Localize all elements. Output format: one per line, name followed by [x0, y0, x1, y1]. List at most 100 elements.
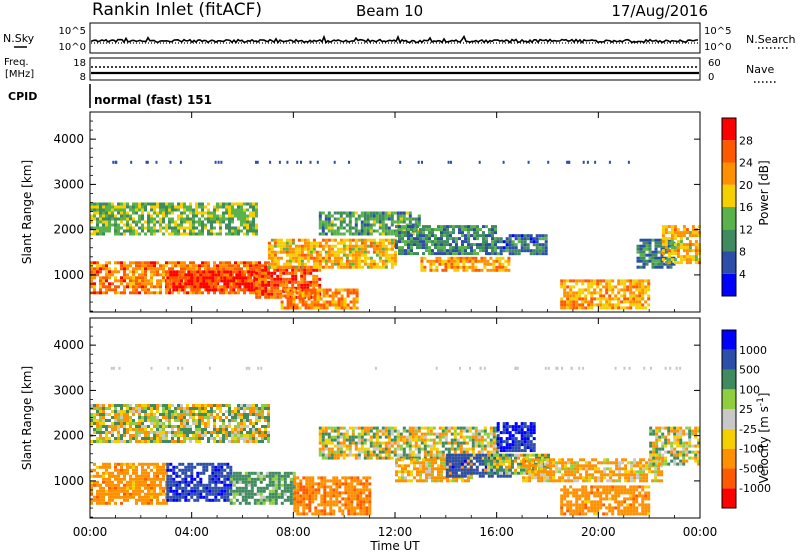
heat-cell: [368, 476, 372, 480]
heat-cell: [96, 422, 99, 425]
heat-cell: [311, 485, 315, 489]
heat-cell: [532, 249, 536, 253]
heat-cell: [308, 503, 312, 507]
heat-cell: [327, 250, 331, 254]
heat-cell: [138, 495, 141, 499]
heat-cell: [264, 431, 267, 434]
heat-cell: [566, 291, 570, 295]
heat-cell: [138, 407, 141, 410]
heat-cell: [268, 501, 272, 505]
heat-cell: [676, 228, 680, 232]
heat-cell: [348, 217, 352, 221]
heat-cell: [488, 243, 491, 247]
heat-cell: [411, 223, 415, 227]
heat-cell: [162, 434, 165, 437]
heat-cell: [340, 297, 344, 301]
heat-cell: [378, 250, 382, 254]
heat-cell: [626, 288, 630, 292]
heat-cell: [117, 440, 120, 443]
heat-cell: [111, 495, 114, 499]
heat-cell: [458, 231, 461, 235]
heat-cell: [408, 441, 412, 445]
heat-cell: [476, 252, 479, 256]
heat-cell: [398, 252, 401, 256]
heat-cell: [99, 288, 102, 292]
heat-cell: [132, 477, 135, 481]
heat-cell: [324, 244, 328, 248]
heat-cell: [408, 214, 412, 218]
heat-cell: [240, 220, 243, 224]
heat-cell: [336, 262, 340, 266]
heat-cell: [300, 253, 304, 257]
heat-cell: [345, 447, 349, 451]
heat-cell: [395, 234, 398, 238]
heat-cell: [523, 240, 527, 244]
heat-cell: [132, 495, 135, 499]
heat-cell: [303, 280, 307, 284]
heat-cell: [359, 509, 363, 513]
heat-cell: [363, 223, 367, 227]
heat-cell: [348, 223, 352, 227]
heat-cell: [105, 419, 108, 422]
heat-cell: [292, 300, 296, 304]
heat-cell: [123, 422, 126, 425]
heat-cell: [111, 288, 114, 292]
heat-cell: [396, 441, 400, 445]
heat-cell: [99, 220, 102, 224]
heat-cell: [320, 476, 324, 480]
heat-cell: [378, 447, 382, 451]
heat-cell: [620, 300, 624, 304]
heat-cell: [226, 495, 230, 499]
heat-cell: [664, 261, 668, 265]
heat-cell: [351, 426, 355, 430]
heat-cell: [310, 306, 314, 310]
heat-cell: [178, 288, 182, 292]
heat-cell: [111, 431, 114, 434]
heat-cell: [353, 494, 357, 498]
heat-cell: [241, 288, 245, 292]
heat-cell: [247, 276, 251, 280]
heat-cell: [237, 428, 240, 431]
heat-cell: [196, 270, 200, 274]
heat-cell: [344, 488, 348, 492]
heat-cell: [132, 273, 135, 277]
heat-cell: [178, 495, 182, 499]
heat-cell: [138, 462, 141, 466]
heat-cell: [330, 229, 334, 233]
heat-cell: [141, 202, 144, 206]
heat-cell: [214, 471, 218, 475]
heat-cell: [541, 252, 545, 256]
heat-cell: [308, 476, 312, 480]
heat-cell: [111, 214, 114, 218]
heat-cell: [195, 202, 198, 206]
heat-cell: [189, 431, 192, 434]
heat-cell: [273, 277, 277, 281]
heat-cell: [159, 205, 162, 209]
nsky-tick-bottom: 10^0: [59, 42, 86, 53]
heat-cell: [360, 253, 364, 257]
heat-cell: [229, 468, 233, 472]
heat-cell: [184, 492, 188, 496]
heat-cell: [347, 497, 351, 501]
heat-cell: [476, 234, 479, 238]
heat-cell: [359, 488, 363, 492]
heat-cell: [156, 410, 159, 413]
heat-cell: [141, 471, 144, 475]
heat-cell: [159, 208, 162, 212]
heat-cell: [324, 453, 328, 457]
heat-cell: [303, 253, 307, 257]
heat-cell: [384, 432, 388, 436]
heat-cell: [150, 202, 153, 206]
heat-cell: [363, 214, 367, 218]
heat-cell: [117, 261, 120, 265]
heat-cell: [318, 441, 322, 445]
heat-cell: [156, 422, 159, 425]
heat-cell: [261, 416, 264, 419]
heat-cell: [166, 483, 170, 487]
heat-cell: [187, 474, 191, 478]
heat-cell: [520, 246, 524, 250]
heat-cell: [289, 471, 293, 475]
heat-cell: [393, 256, 397, 260]
heat-cell: [538, 234, 542, 238]
heat-cell: [123, 285, 126, 289]
